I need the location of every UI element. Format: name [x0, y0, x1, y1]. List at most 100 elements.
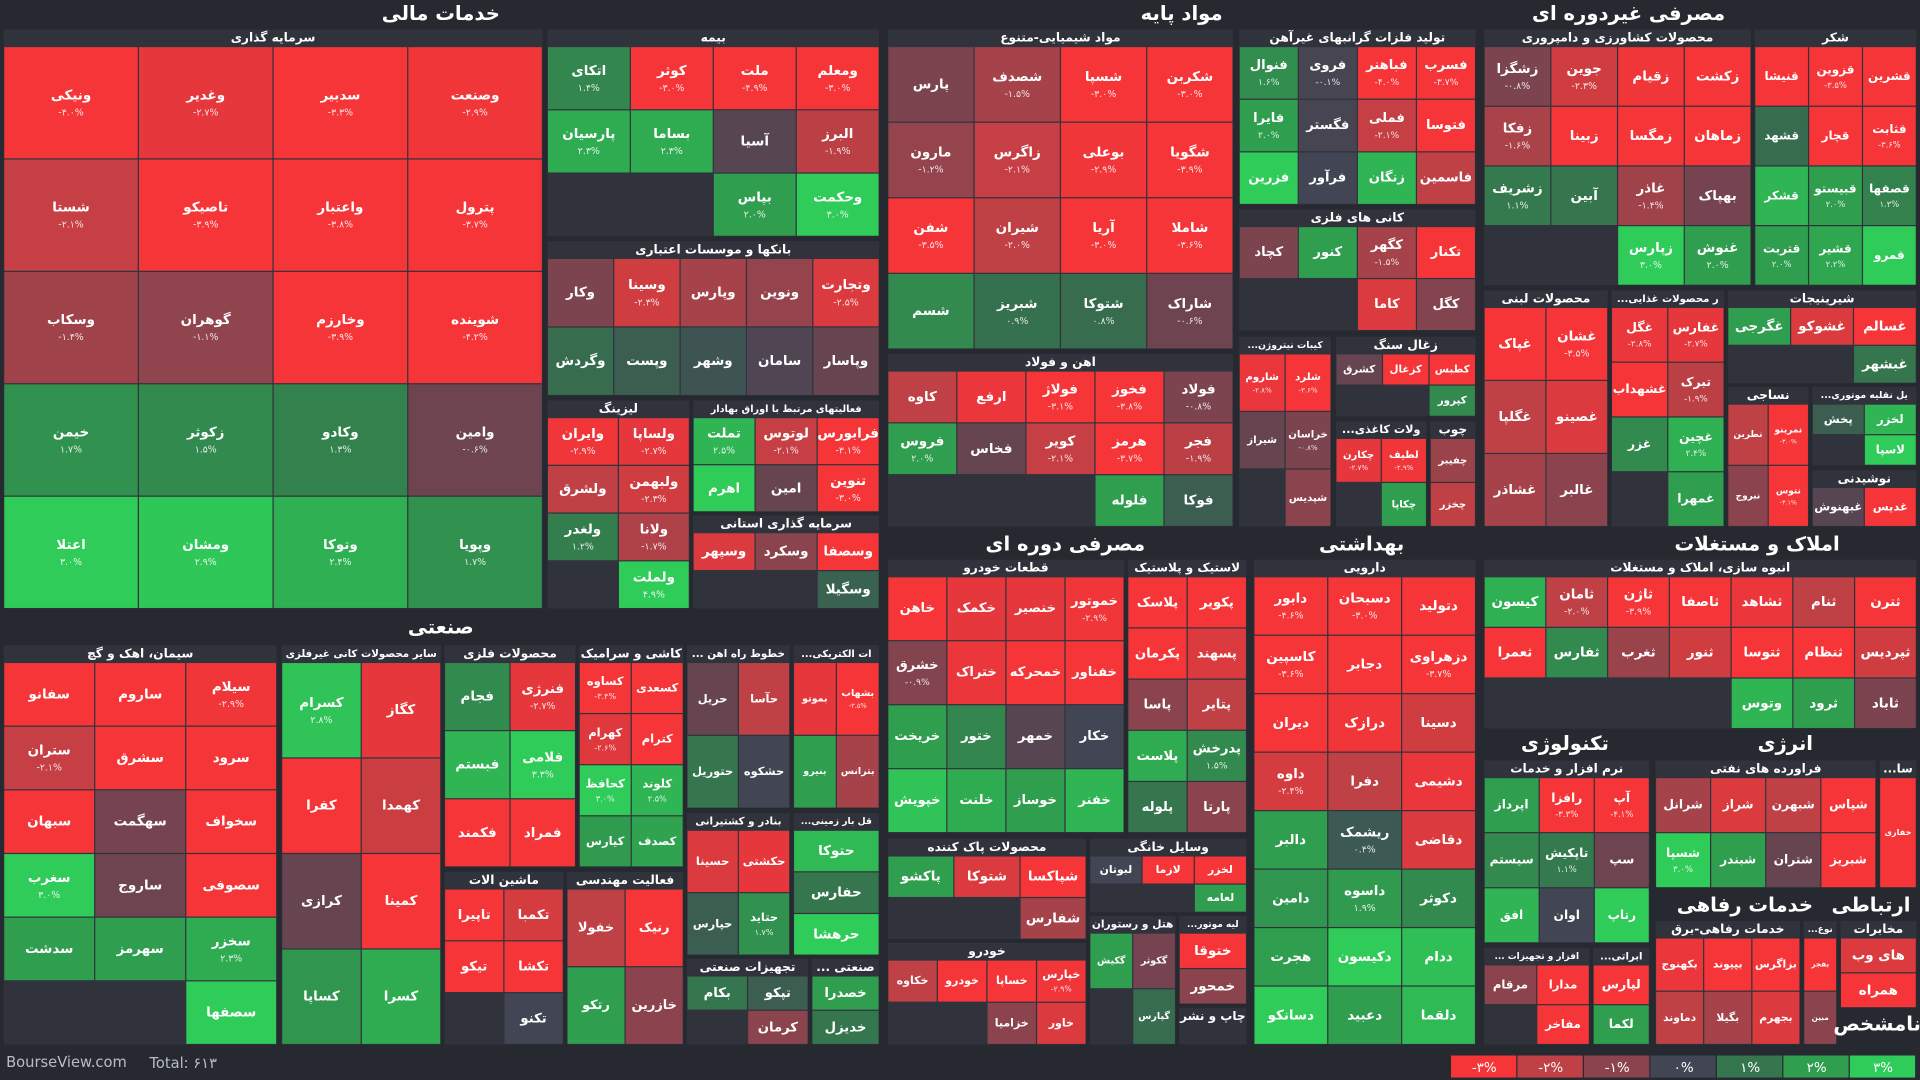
stock-name: شستا	[52, 201, 89, 216]
stock-tile	[1484, 166, 1551, 225]
stock-tile	[1812, 487, 1864, 526]
stock-change: -۳.۰%	[1780, 438, 1797, 445]
stock-change: -۲.۶%	[594, 742, 616, 752]
stock-name: کاسپین	[1266, 650, 1315, 665]
group-title: ...لیه موتور	[1187, 920, 1239, 930]
stock-tile	[1254, 869, 1328, 927]
stock-tile	[713, 173, 796, 236]
stock-tile	[1731, 577, 1793, 627]
stock-tile	[1841, 973, 1916, 1008]
stock-change: -۳.۹%	[193, 220, 218, 231]
stock-tile	[273, 47, 408, 159]
stock-tile	[95, 854, 186, 917]
stock-tile	[547, 418, 618, 465]
stock-change: ۲.۰%	[744, 209, 766, 220]
stock-tile	[974, 122, 1060, 198]
legend-label: -۳%	[1472, 1061, 1497, 1076]
stock-change: -۰.۸%	[1505, 81, 1530, 92]
stock-name: حتاید	[750, 910, 778, 924]
stock-name: وپویا	[459, 538, 491, 553]
stock-name: لکما	[1609, 1016, 1634, 1031]
stock-name: بکهنوج	[1662, 958, 1698, 972]
stock-tile	[282, 949, 361, 1044]
stock-tile	[687, 735, 738, 808]
stock-name: غپاک	[1498, 337, 1532, 352]
stock-tile	[954, 856, 1020, 897]
stock-change: -۲.۰%	[1005, 240, 1030, 251]
stock-tile	[1239, 354, 1285, 411]
stock-name: دتولید	[1419, 599, 1458, 614]
stock-change: -۳.۶%	[1177, 240, 1202, 251]
stock-name: غفارس	[1673, 319, 1720, 334]
stock-tile	[1065, 769, 1124, 833]
group-title: مواد شیمیایی-متنوع	[1000, 30, 1120, 44]
group-title: ...ر محصولات غذایی	[1617, 294, 1719, 305]
stock-name: ختوقا	[1194, 944, 1231, 959]
group-title: ...قل بار زمینی	[801, 816, 872, 827]
stock-name: غنوش	[1697, 241, 1739, 256]
stock-name: پکرمان	[1135, 647, 1180, 662]
stock-change: -۳.۰%	[1177, 89, 1202, 100]
stock-tile	[504, 889, 563, 941]
stock-name: های وب	[1852, 948, 1905, 963]
stock-name: امین	[771, 481, 802, 496]
stock-name: کرمان	[758, 1020, 799, 1035]
stock-change: ۱.۷%	[60, 445, 82, 456]
stock-name: حرهشا	[813, 927, 859, 942]
stock-name: کیارس	[586, 834, 625, 848]
stock-name: لبوتان	[1100, 863, 1133, 876]
stock-tile	[1755, 226, 1808, 285]
stock-tile	[1417, 227, 1475, 278]
stock-tile	[4, 917, 95, 981]
stock-tile	[1417, 99, 1475, 152]
stock-name: شبریز	[1829, 853, 1867, 867]
stock-tile	[510, 799, 575, 867]
stock-name: حتوریل	[692, 764, 733, 778]
stock-name: فولاژ	[1042, 383, 1078, 398]
group-title: دارویی	[1344, 561, 1386, 575]
stock-name: گکوثر	[1140, 954, 1168, 966]
stock-tile	[1187, 782, 1246, 833]
group-title: بیمه	[701, 30, 726, 44]
stock-name: غشوکو	[1797, 319, 1846, 334]
stock-name: غالبر	[1559, 483, 1593, 498]
stock-tile	[1864, 435, 1916, 465]
stock-name: هرمز	[1111, 434, 1146, 449]
stock-name: شتوکا	[1084, 297, 1124, 312]
stock-change: -۲.۱%	[1048, 453, 1073, 464]
stock-name: دیران	[1273, 716, 1310, 731]
stock-tile	[1618, 47, 1684, 106]
stock-tile	[1793, 678, 1854, 728]
stock-name: شتوکا	[967, 870, 1007, 885]
stock-name: لطیف	[1389, 450, 1419, 461]
stock-name: فرابورس	[817, 427, 879, 442]
stock-change: ۰.۹%	[1006, 316, 1028, 327]
stock-tile	[748, 976, 808, 1010]
stock-tile	[1147, 122, 1233, 198]
stock-tile	[1006, 577, 1065, 641]
stock-change: -۱.۵%	[1005, 89, 1030, 100]
stock-name: بفجر	[1810, 960, 1829, 969]
stock-change: -۲.۷%	[530, 701, 555, 712]
stock-change: ۱.۲%	[572, 542, 594, 553]
stock-name: نطرین	[1733, 430, 1762, 440]
stock-tile	[1061, 122, 1147, 198]
stock-change: -۳.۶%	[1878, 140, 1901, 150]
stock-tile	[282, 758, 361, 853]
stock-tile	[755, 418, 817, 465]
sector-title: ارتباطی	[1832, 894, 1911, 917]
stock-change: -۴.۹%	[742, 83, 767, 94]
stock-change: ۱.۴%	[578, 83, 600, 94]
stock-change: ۱.۷%	[464, 557, 486, 568]
stock-tile	[1147, 198, 1233, 273]
group-title: وسایل خانگی	[1127, 839, 1209, 854]
group-title: ...یل نقلیه موتوری	[1821, 390, 1908, 401]
stock-name: قنیشا	[1764, 69, 1798, 83]
stock-name: زبینا	[1570, 129, 1599, 144]
stock-name: کترام	[642, 732, 673, 746]
stock-name: مدارا	[1549, 977, 1578, 992]
sector-title: بهداشتی	[1319, 532, 1404, 555]
stock-name: بساما	[653, 127, 690, 142]
stock-tile	[1417, 152, 1475, 204]
stock-name: خساپا	[996, 974, 1028, 987]
